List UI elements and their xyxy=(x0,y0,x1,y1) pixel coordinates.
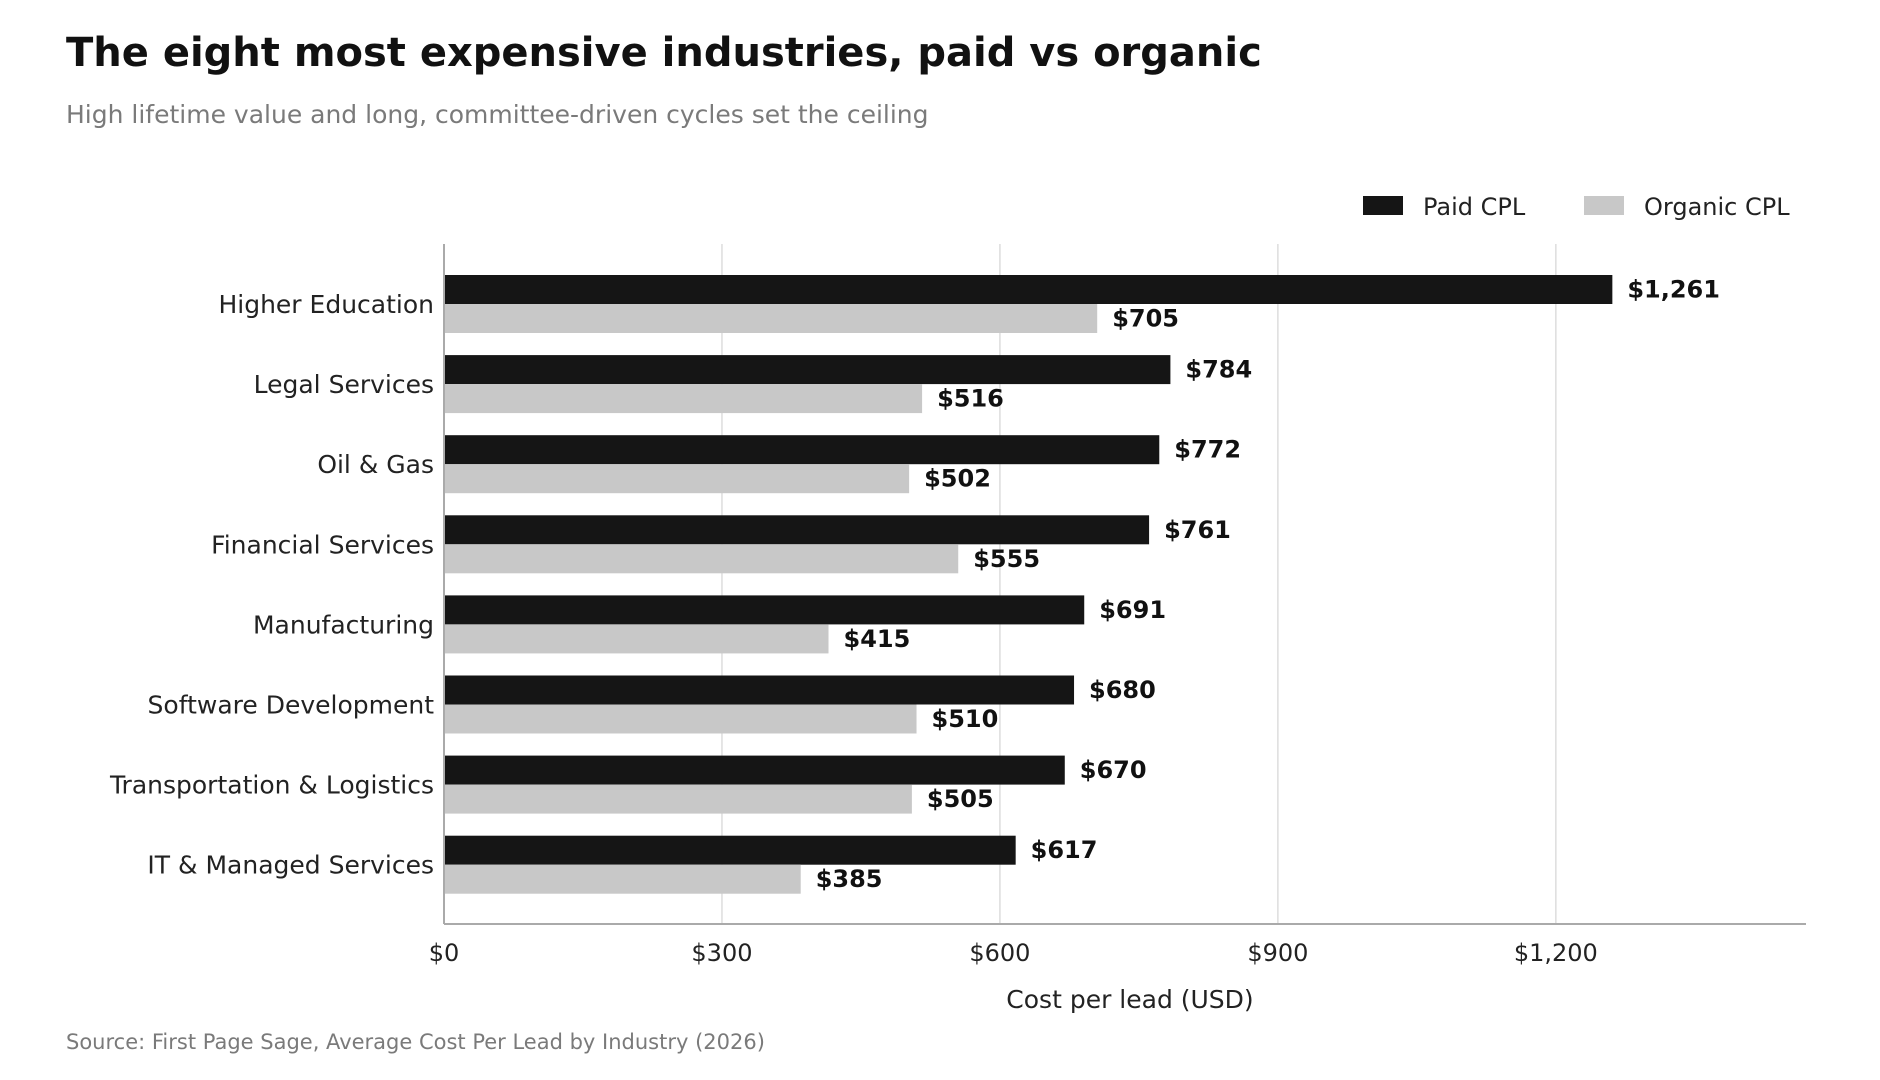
organic-value-label: $555 xyxy=(973,545,1040,573)
organic-bar xyxy=(444,864,801,894)
category-label: Financial Services xyxy=(211,530,434,559)
x-axis-title: Cost per lead (USD) xyxy=(1006,985,1253,1014)
bars xyxy=(444,275,1613,894)
paid-value-label: $772 xyxy=(1174,436,1241,464)
category-label: Transportation & Logistics xyxy=(109,771,434,800)
organic-bar xyxy=(444,784,912,814)
organic-bar xyxy=(444,304,1098,333)
chart-subtitle: High lifetime value and long, committee-… xyxy=(66,100,929,129)
paid-value-label: $691 xyxy=(1099,596,1166,624)
organic-value-label: $705 xyxy=(1112,305,1179,333)
organic-bar xyxy=(444,704,917,734)
x-tick-label: $0 xyxy=(429,939,460,967)
legend-organic-swatch xyxy=(1584,196,1624,215)
paid-bar xyxy=(444,435,1160,465)
paid-value-label: $670 xyxy=(1080,756,1147,784)
category-label: Higher Education xyxy=(218,290,434,319)
paid-bar xyxy=(444,835,1016,865)
legend-paid-label: Paid CPL xyxy=(1423,193,1526,221)
paid-value-label: $1,261 xyxy=(1627,276,1720,304)
category-label: Legal Services xyxy=(254,370,434,399)
organic-value-label: $385 xyxy=(816,865,883,893)
organic-value-label: $505 xyxy=(927,785,994,813)
organic-value-label: $516 xyxy=(937,385,1004,413)
category-label: Oil & Gas xyxy=(317,450,434,479)
organic-bar xyxy=(444,464,910,494)
category-label: Software Development xyxy=(148,691,435,720)
category-labels: Higher Education Legal Services Oil & Gas F… xyxy=(109,290,434,880)
paid-value-label: $680 xyxy=(1089,676,1156,704)
x-tick-label: $900 xyxy=(1247,939,1308,967)
paid-bar xyxy=(444,355,1171,385)
chart-title: The eight most expensive industries, pai… xyxy=(66,30,1262,76)
organic-value-label: $510 xyxy=(932,705,999,733)
category-label: IT & Managed Services xyxy=(147,851,434,880)
category-label: Manufacturing xyxy=(253,610,434,639)
paid-value-label: $784 xyxy=(1185,356,1252,384)
source-note: Source: First Page Sage, Average Cost Pe… xyxy=(66,1030,765,1054)
paid-bar xyxy=(444,275,1613,304)
organic-bar xyxy=(444,544,959,574)
x-tick-label: $1,200 xyxy=(1514,939,1598,967)
paid-bar xyxy=(444,595,1085,625)
organic-bar xyxy=(444,624,829,654)
organic-value-label: $502 xyxy=(924,465,991,493)
x-tick-label: $600 xyxy=(969,939,1030,967)
axes: $0 $300 $600 $900 $1,200 Cost per lead (USD) xyxy=(429,244,1806,1014)
grid-lines xyxy=(721,244,1557,924)
paid-bar xyxy=(444,515,1150,545)
value-labels: $1,261 $705$784 $516 $772 $502 $761 $555 $691 $4… xyxy=(816,276,1720,894)
organic-value-label: $415 xyxy=(844,625,911,653)
paid-value-label: $617 xyxy=(1031,836,1098,864)
paid-value-label: $761 xyxy=(1164,516,1231,544)
x-tick-label: $300 xyxy=(691,939,752,967)
paid-bar xyxy=(444,755,1065,785)
legend: Paid CPL Organic CPL xyxy=(1363,193,1790,221)
legend-organic-label: Organic CPL xyxy=(1644,193,1790,221)
organic-bar xyxy=(444,384,923,414)
legend-paid-swatch xyxy=(1363,196,1403,215)
paid-bar xyxy=(444,675,1075,705)
